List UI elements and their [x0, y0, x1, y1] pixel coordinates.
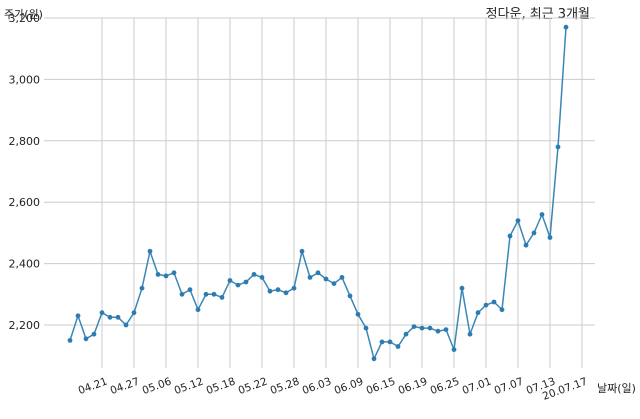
data-point [491, 299, 497, 305]
data-point [547, 235, 553, 240]
data-point [379, 339, 385, 345]
x-tick-label: 05.12 [173, 376, 205, 398]
data-point [451, 347, 457, 352]
horizontal-gridlines [44, 17, 595, 326]
data-point [243, 279, 249, 285]
data-point [467, 331, 473, 337]
x-tick-label: 07.07 [493, 376, 525, 398]
data-point [75, 313, 81, 319]
data-point [91, 331, 97, 337]
data-point [123, 322, 129, 328]
data-point [483, 302, 489, 308]
data-point [115, 314, 121, 320]
y-tick-label: 2,800 [9, 135, 41, 148]
data-point [523, 242, 529, 248]
x-tick-label: 04.27 [109, 376, 141, 398]
data-point [403, 331, 409, 337]
price-series-line [69, 27, 567, 361]
data-point [187, 287, 193, 293]
data-point [347, 293, 353, 299]
x-tick-label: 05.22 [237, 376, 269, 398]
price-markers [67, 24, 569, 362]
chart-title: 정다운, 최근 3개월 [486, 7, 590, 22]
x-tick-label: 05.18 [205, 376, 237, 398]
data-point [507, 233, 513, 239]
data-point [411, 324, 417, 329]
data-point [107, 314, 113, 320]
data-point [531, 230, 537, 236]
data-point [499, 307, 505, 313]
x-tick-label: 06.25 [429, 376, 461, 398]
data-point [227, 278, 233, 283]
data-point [203, 291, 209, 297]
data-point [443, 327, 449, 332]
y-tick-label: 2,400 [9, 258, 41, 271]
data-point [99, 310, 105, 316]
data-point [195, 307, 201, 313]
data-point [339, 275, 345, 280]
x-tick-label: 05.28 [269, 376, 301, 398]
x-tick-label: 06.09 [333, 376, 365, 398]
y-tick-label: 2,600 [9, 196, 41, 209]
data-point [563, 24, 569, 30]
data-point [147, 248, 153, 254]
data-point [435, 328, 441, 334]
data-point [283, 290, 289, 296]
data-point [395, 344, 401, 349]
x-tick-label: 06.15 [365, 376, 397, 398]
data-point [539, 212, 545, 217]
data-point [555, 144, 561, 150]
data-point [67, 338, 73, 343]
data-point [235, 282, 241, 288]
x-tick-label: 06.19 [397, 376, 429, 398]
data-point [171, 270, 177, 276]
y-tick-labels: 2,200 2,400 2,600 2,800 3,000 3,200 [9, 12, 41, 332]
x-tick-label: 06.03 [301, 376, 333, 398]
data-point [299, 248, 305, 254]
y-tick-label: 2,200 [9, 319, 41, 332]
y-tick-label: 3,000 [9, 73, 41, 86]
data-point [307, 275, 313, 280]
data-point [139, 285, 145, 291]
data-point [131, 310, 137, 316]
vertical-gridlines [101, 18, 583, 368]
data-point [331, 281, 337, 286]
data-point [371, 356, 377, 362]
data-point [427, 325, 433, 331]
data-point [251, 272, 257, 277]
data-point [363, 325, 369, 331]
x-axis-label: 날짜(일) [597, 381, 636, 395]
data-point [515, 218, 521, 224]
x-tick-label: 07.01 [461, 376, 493, 398]
x-tick-labels: 04.21 04.27 05.06 05.12 05.18 05.22 05.28 06.03… [77, 375, 589, 402]
data-point [259, 275, 265, 280]
data-point [163, 273, 169, 279]
data-point [179, 291, 185, 297]
data-point [291, 285, 297, 291]
data-point [83, 336, 89, 342]
data-point [267, 288, 273, 294]
data-point [475, 310, 481, 316]
data-point [211, 291, 217, 297]
x-tick-label: 04.21 [77, 376, 109, 398]
data-point [419, 325, 425, 331]
data-point [323, 276, 329, 282]
data-point [315, 270, 321, 276]
y-axis-label: 주가(원) [4, 8, 43, 21]
data-point [155, 272, 161, 277]
data-point [355, 311, 361, 317]
data-point [387, 339, 393, 345]
x-tick-label: 05.06 [141, 375, 174, 397]
data-point [459, 285, 465, 291]
data-point [219, 295, 225, 300]
data-point [275, 287, 281, 293]
y-tick-label: 3,200 [9, 12, 41, 25]
